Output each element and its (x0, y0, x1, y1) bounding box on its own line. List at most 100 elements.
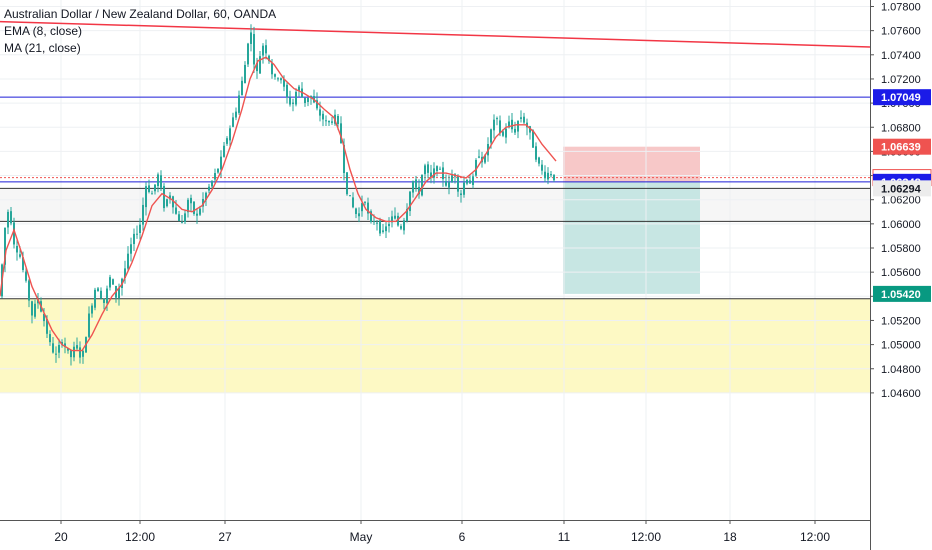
candle-body (202, 198, 204, 207)
legend-ema[interactable]: EMA (8, close) (4, 24, 83, 38)
candle-body (76, 345, 78, 349)
candle-body (196, 213, 198, 216)
candle-body (292, 102, 294, 104)
legend-ma[interactable]: MA (21, close) (4, 41, 81, 55)
price-axis[interactable]: 1.078001.076001.074001.072001.070001.068… (870, 0, 932, 550)
candle-body (13, 222, 15, 245)
candle-body (97, 288, 99, 292)
candle-body (163, 186, 165, 209)
candle-body (151, 193, 153, 195)
candle-body (541, 164, 543, 171)
candle-body (22, 257, 24, 270)
candle-body (514, 128, 516, 133)
candle-body (532, 130, 534, 148)
candle-body (304, 97, 306, 104)
candle-body (82, 350, 84, 357)
price-tick-label: 1.07200 (881, 74, 921, 86)
candle-body (490, 129, 492, 143)
candle-body (28, 280, 30, 301)
time-tick-label: 12:00 (800, 530, 830, 544)
candle-body (376, 222, 378, 224)
candle-body (49, 334, 51, 343)
candle-body (394, 215, 396, 219)
price-tick-label: 1.06000 (881, 219, 921, 231)
candle-body (235, 111, 237, 118)
candle-body (553, 174, 555, 181)
price-tick-label: 1.05800 (881, 243, 921, 255)
price-badge-label: 1.05420 (881, 289, 921, 301)
candle-body (538, 157, 540, 164)
candle-body (520, 117, 522, 119)
candle-body (100, 290, 102, 299)
candle-body (547, 172, 549, 180)
candle-body (142, 204, 144, 225)
candle-body (361, 203, 363, 212)
trendline[interactable] (0, 20, 871, 48)
price-tick-label: 1.05600 (881, 267, 921, 279)
legend-title[interactable]: Australian Dollar / New Zealand Dollar, … (4, 7, 277, 21)
candle-body (130, 244, 132, 254)
candle-body (421, 174, 423, 196)
candle-body (448, 182, 450, 188)
candle-body (157, 174, 159, 187)
candle-body (406, 209, 408, 221)
candle-body (136, 233, 138, 235)
candle-body (466, 179, 468, 184)
candle-body (289, 97, 291, 105)
candle-body (124, 268, 126, 278)
zone-target (563, 181, 700, 294)
candle-body (31, 301, 33, 316)
price-tick-label: 1.05200 (881, 315, 921, 327)
candle-body (295, 91, 297, 105)
zone-range (0, 188, 870, 222)
candle-body (352, 197, 354, 208)
candle-body (67, 348, 69, 351)
candle-body (280, 78, 282, 81)
candle-body (457, 175, 459, 192)
candle-body (391, 216, 393, 223)
candle-body (535, 146, 537, 160)
grid-layer (0, 0, 870, 520)
time-tick-label: 18 (723, 530, 737, 544)
candle-body (364, 202, 366, 204)
candle-body (472, 176, 474, 185)
candle-body (316, 100, 318, 109)
candle-body (436, 166, 438, 172)
candle-body (238, 95, 240, 113)
candle-body (496, 118, 498, 120)
candle-body (463, 182, 465, 195)
candle-body (250, 32, 252, 44)
candle-body (328, 121, 330, 123)
price-tick-label: 1.04800 (881, 364, 921, 376)
candle-body (502, 131, 504, 136)
price-tick-label: 1.07600 (881, 26, 921, 38)
candle-body (271, 63, 273, 75)
time-axis[interactable]: 20 12:00 27 May 6 11 12:00 18 12:00 (0, 520, 870, 550)
candle-body (370, 211, 372, 223)
candle-body (367, 202, 369, 214)
candle-body (298, 86, 300, 91)
time-tick-label: 27 (218, 530, 232, 544)
candle-body (70, 350, 72, 358)
candle-body (475, 159, 477, 176)
time-tick-label: 20 (54, 530, 68, 544)
candle-body (445, 181, 447, 186)
candle-body (418, 186, 420, 195)
candle-body (55, 353, 57, 355)
zone-stop (563, 146, 700, 182)
candle-body (256, 62, 258, 72)
candle-body (439, 168, 441, 170)
time-tick-label: 6 (459, 530, 466, 544)
trendline-layer[interactable] (0, 20, 871, 48)
candle-body (544, 171, 546, 179)
candle-body (505, 128, 507, 138)
candle-body (190, 197, 192, 204)
time-tick-label: 12:00 (125, 530, 155, 544)
candle-body (178, 214, 180, 222)
candle-body (91, 305, 93, 314)
candle-body (388, 223, 390, 227)
candle-body (346, 172, 348, 195)
price-badge-1.06294 (873, 180, 931, 197)
price-badge-label: 1.06639 (881, 142, 921, 154)
